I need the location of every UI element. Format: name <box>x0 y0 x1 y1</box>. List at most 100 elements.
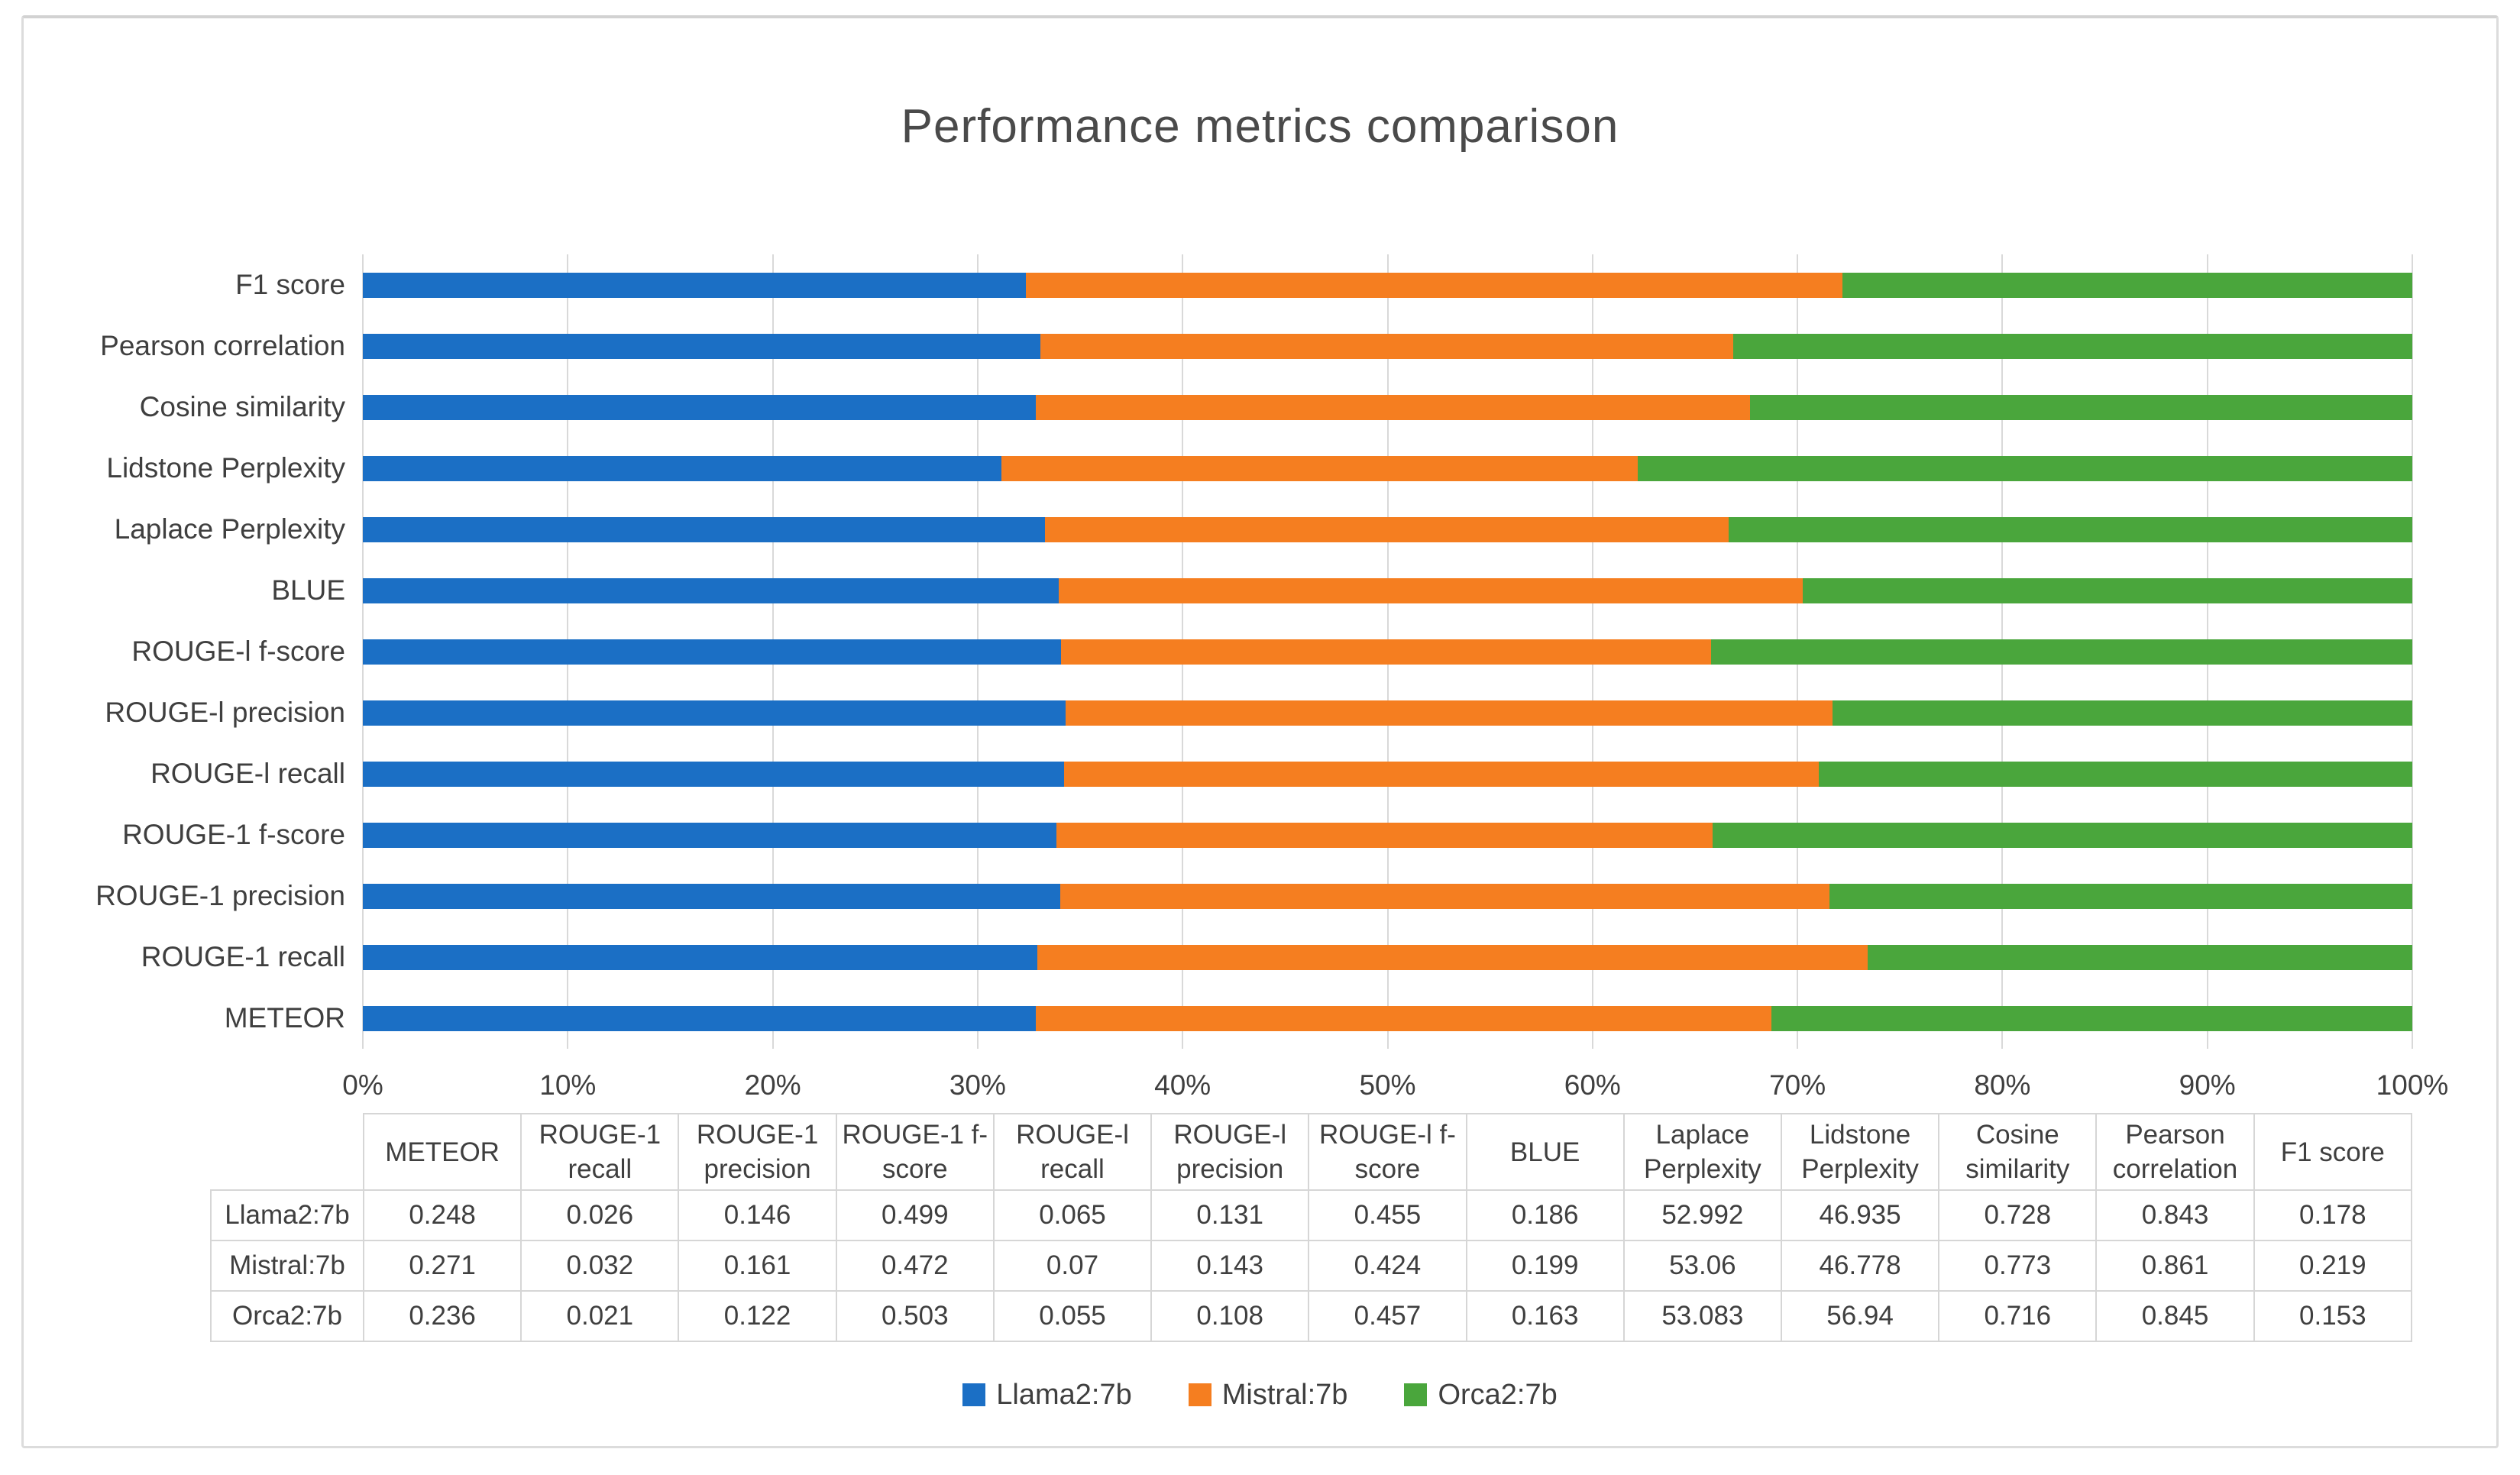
table-cell: 0.032 <box>520 1240 680 1292</box>
table-cell: 0.472 <box>835 1240 995 1292</box>
bar-segment-mistral-7b <box>1040 334 1733 359</box>
table-cell: 0.843 <box>2095 1189 2255 1241</box>
table-cell: 0.186 <box>1465 1189 1625 1241</box>
x-axis-tick: 0% <box>342 1069 383 1101</box>
table-cell: 0.108 <box>1150 1290 1310 1342</box>
bar-segment-llama2-7b <box>363 762 1064 787</box>
table-cell: 0.131 <box>1150 1189 1310 1241</box>
table-cell: 0.055 <box>992 1290 1153 1342</box>
table-header-rouge-1-precision: ROUGE-1 precision <box>678 1113 837 1191</box>
table-row-label: Orca2:7b <box>210 1290 364 1342</box>
bar-rouge-1-recall <box>363 945 2412 970</box>
table-cell: 0.503 <box>835 1290 995 1342</box>
y-axis-labels: F1 score Pearson correlation Cosine simila… <box>0 254 345 1049</box>
legend-item-orca2-7b: Orca2:7b <box>1404 1378 1558 1412</box>
table-cell: 0.716 <box>1938 1290 2098 1342</box>
table-cell: 0.457 <box>1308 1290 1467 1342</box>
bar-segment-llama2-7b <box>363 456 1001 481</box>
x-axis-tick: 10% <box>539 1069 597 1101</box>
bar-segment-mistral-7b <box>1036 1006 1772 1031</box>
table-header-blue: BLUE <box>1465 1113 1625 1191</box>
x-axis-tick: 80% <box>1974 1069 2031 1101</box>
bar-segment-mistral-7b <box>1066 700 1833 726</box>
bar-segment-mistral-7b <box>1063 762 1820 787</box>
legend-label: Llama2:7b <box>996 1378 1132 1411</box>
table-cell: 0.271 <box>362 1240 522 1292</box>
legend-swatch-icon <box>1404 1383 1428 1406</box>
bar-segment-mistral-7b <box>1001 456 1638 481</box>
plot-area <box>362 254 2413 1049</box>
table-cell: 0.163 <box>1465 1290 1625 1342</box>
x-axis-tick: 60% <box>1564 1069 1621 1101</box>
bar-segment-llama2-7b <box>363 823 1057 848</box>
table-cell: 56.94 <box>1780 1290 1940 1342</box>
bar-cosine-similarity <box>363 395 2412 420</box>
data-table: METEOR ROUGE-1 recall ROUGE-1 precision ROU… <box>210 1113 2413 1342</box>
y-axis-label: F1 score <box>235 269 345 300</box>
table-cell: 0.199 <box>1465 1240 1625 1292</box>
table-cell: 0.153 <box>2253 1290 2413 1342</box>
y-axis-label: ROUGE-1 f-score <box>122 819 345 850</box>
table-row-label: Mistral:7b <box>210 1240 364 1292</box>
table-cell: 0.219 <box>2253 1240 2413 1292</box>
y-axis-label: ROUGE-1 recall <box>141 941 345 972</box>
table-cell: 46.935 <box>1780 1189 1940 1241</box>
table-cell: 0.065 <box>992 1189 1153 1241</box>
bar-segment-llama2-7b <box>363 395 1037 420</box>
table-row-orca2-7b: Orca2:7b 0.236 0.021 0.122 0.503 0.055 0.108 0.… <box>210 1290 2413 1342</box>
bar-segment-llama2-7b <box>363 578 1059 603</box>
table-cell: 0.122 <box>678 1290 837 1342</box>
y-axis-label: ROUGE-l recall <box>150 758 345 789</box>
x-axis-tick: 50% <box>1359 1069 1416 1101</box>
bar-segment-orca2-7b <box>1729 517 2412 542</box>
bar-segment-mistral-7b <box>1060 884 1829 909</box>
bar-blue <box>363 578 2412 603</box>
table-cell: 0.248 <box>362 1189 522 1241</box>
legend-label: Orca2:7b <box>1438 1378 1558 1411</box>
bar-rouge-l-precision <box>363 700 2412 726</box>
bar-segment-orca2-7b <box>1833 700 2412 726</box>
table-header-rouge-l-f-score: ROUGE-l f-score <box>1308 1113 1467 1191</box>
y-axis-label: BLUE <box>271 574 345 606</box>
bar-segment-orca2-7b <box>1711 639 2412 665</box>
bar-segment-orca2-7b <box>1713 823 2412 848</box>
legend: Llama2:7b Mistral:7b Orca2:7b <box>0 1372 2520 1418</box>
bar-segment-mistral-7b <box>1045 517 1729 542</box>
table-header-lidstone-perplexity: Lidstone Perplexity <box>1780 1113 1940 1191</box>
table-cell: 0.143 <box>1150 1240 1310 1292</box>
bar-rouge-1-precision <box>363 884 2412 909</box>
legend-swatch-icon <box>962 1383 986 1406</box>
table-header-rouge-l-precision: ROUGE-l precision <box>1150 1113 1310 1191</box>
table-cell: 46.778 <box>1780 1240 1940 1292</box>
y-axis-label: Pearson correlation <box>100 330 345 361</box>
bar-segment-llama2-7b <box>363 1006 1037 1031</box>
table-cell: 0.499 <box>835 1189 995 1241</box>
bar-segment-orca2-7b <box>1802 578 2412 603</box>
table-cell: 53.06 <box>1622 1240 1782 1292</box>
x-axis-tick: 90% <box>2179 1069 2236 1101</box>
bar-segment-mistral-7b <box>1060 639 1712 665</box>
bar-laplace-perplexity <box>363 517 2412 542</box>
bar-segment-mistral-7b <box>1058 578 1803 603</box>
table-cell: 52.992 <box>1622 1189 1782 1241</box>
bar-segment-orca2-7b <box>1732 334 2412 359</box>
bar-segment-mistral-7b <box>1036 395 1751 420</box>
table-header-laplace-perplexity: Laplace Perplexity <box>1622 1113 1782 1191</box>
bar-segment-llama2-7b <box>363 700 1066 726</box>
table-cell: 0.146 <box>678 1189 837 1241</box>
table-cell: 0.021 <box>520 1290 680 1342</box>
x-axis-tick: 70% <box>1769 1069 1826 1101</box>
table-header-rouge-1-recall: ROUGE-1 recall <box>520 1113 680 1191</box>
y-axis-label: METEOR <box>224 1002 345 1033</box>
table-cell: 0.161 <box>678 1240 837 1292</box>
table-row-label: Llama2:7b <box>210 1189 364 1241</box>
gridline <box>2412 254 2413 1049</box>
table-header-f1-score: F1 score <box>2253 1113 2413 1191</box>
bar-segment-llama2-7b <box>363 945 1037 970</box>
table-cell: 0.178 <box>2253 1189 2413 1241</box>
bar-segment-llama2-7b <box>363 334 1041 359</box>
y-axis-label: ROUGE-l f-score <box>131 636 345 667</box>
bar-segment-llama2-7b <box>363 639 1061 665</box>
x-axis-labels: 0% 10% 20% 30% 40% 50% 60% 70% 80% 90% 100% <box>342 1069 2448 1108</box>
